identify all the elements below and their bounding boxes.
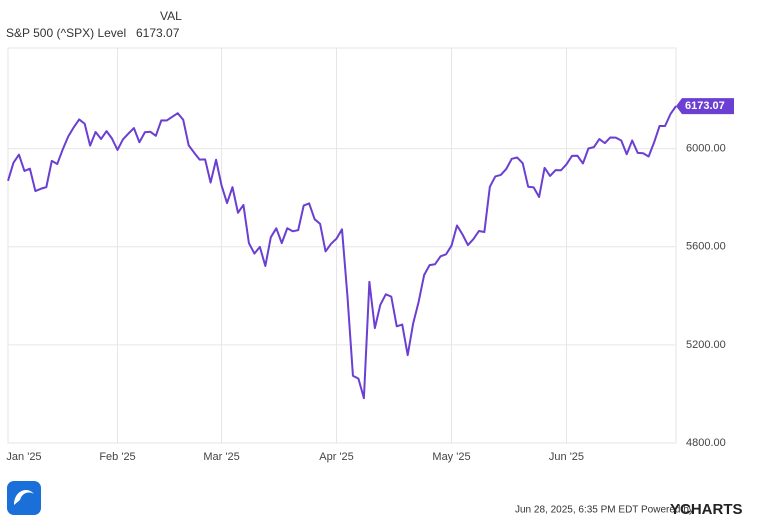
x-tick-label: May '25 bbox=[432, 451, 470, 463]
y-tick-label: 5200.00 bbox=[686, 339, 726, 351]
legend-header: VAL bbox=[160, 9, 182, 23]
series-line bbox=[7, 105, 677, 400]
y-tick-label: 6000.00 bbox=[686, 142, 726, 154]
x-tick-label: Mar '25 bbox=[203, 451, 239, 463]
last-value-badge bbox=[676, 98, 734, 115]
y-tick-label: 5600.00 bbox=[686, 241, 726, 253]
legend-value: 6173.07 bbox=[136, 26, 180, 40]
footer-text: Jun 28, 2025, 6:35 PM EDT Powered by bbox=[515, 505, 694, 516]
plot-area bbox=[7, 47, 677, 444]
brand: YCHARTS bbox=[670, 501, 743, 516]
y-tick-label: 4800.00 bbox=[686, 437, 726, 449]
legend-name: S&P 500 (^SPX) Level bbox=[6, 26, 126, 40]
logo-icon bbox=[7, 481, 41, 515]
last-value-label: 6173.07 bbox=[685, 100, 725, 112]
x-tick-label: Jun '25 bbox=[549, 451, 584, 463]
x-tick-label: Jan '25 bbox=[6, 451, 41, 463]
x-tick-label: Apr '25 bbox=[319, 451, 354, 463]
x-tick-label: Feb '25 bbox=[99, 451, 135, 463]
